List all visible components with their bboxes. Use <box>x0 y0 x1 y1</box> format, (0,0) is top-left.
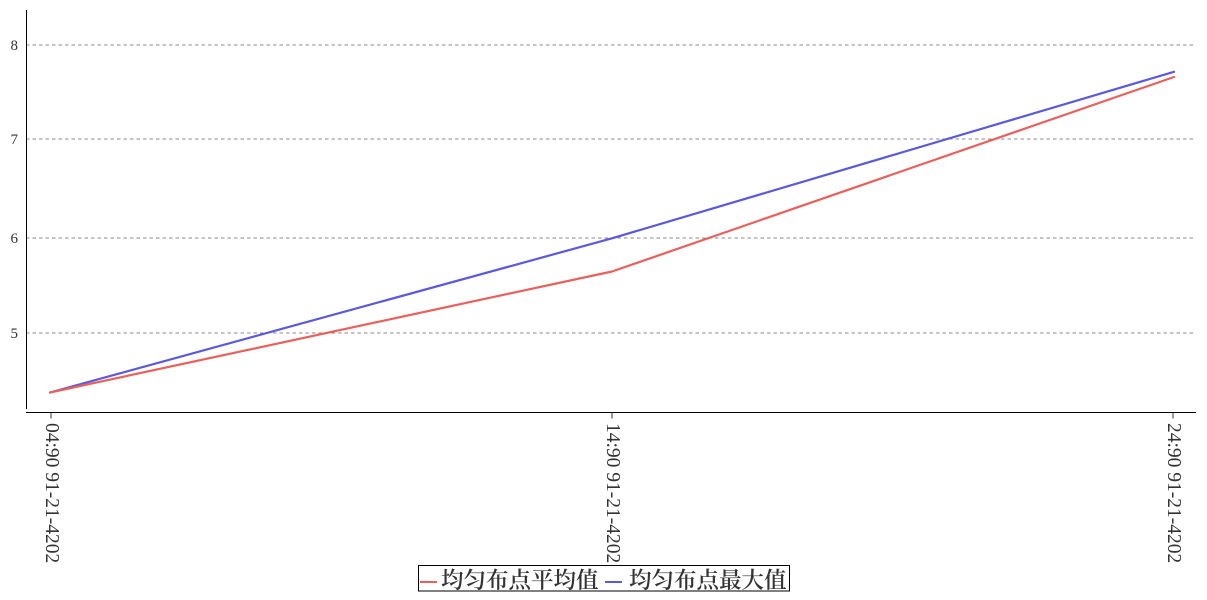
svg-text:均匀布点平均值: 均匀布点平均值 <box>441 563 599 595</box>
svg-text:6: 6 <box>11 231 19 247</box>
svg-text:04:90 91-21-4202: 04:90 91-21-4202 <box>41 423 62 563</box>
svg-text:14:90 91-21-4202: 14:90 91-21-4202 <box>602 423 623 563</box>
svg-text:24:90 91-21-4202: 24:90 91-21-4202 <box>1163 423 1184 563</box>
svg-text:7: 7 <box>11 132 19 148</box>
svg-text:8: 8 <box>11 38 19 54</box>
svg-text:5: 5 <box>11 326 19 342</box>
svg-text:均匀布点最大值: 均匀布点最大值 <box>629 563 787 595</box>
